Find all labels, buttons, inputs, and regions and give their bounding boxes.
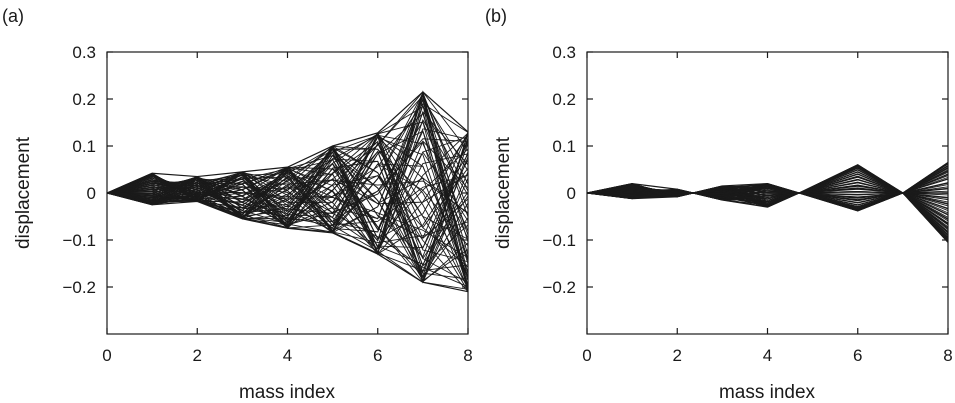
panel-a-curves: [106, 90, 469, 293]
panel-a-series-line: [106, 186, 469, 290]
panel-a-series-line: [106, 184, 469, 288]
panel-a-x-tick-label: 4: [283, 346, 292, 365]
panel-b-series-line: [586, 187, 949, 231]
panel-a-y-tick-label: 0.3: [72, 43, 96, 62]
panel-b-envelope-lower-line: [586, 192, 949, 243]
panel-b-y-tick-label: 0.2: [552, 90, 576, 109]
panel-a-envelope-lower-line: [106, 192, 469, 293]
panel-a: (a) 0 2 4 6 8 0.3 0.2 0.1 0 −0.1 −0.2 mass index d…: [2, 6, 473, 403]
panel-b-x-tick-label: 0: [582, 346, 591, 365]
panel-a-series-line: [106, 134, 469, 239]
panel-b-ticks: 0 2 4 6 8 0.3 0.2 0.1 0 −0.1 −0.2: [542, 43, 952, 365]
panel-b-y-tick-label: 0.3: [552, 43, 576, 62]
panel-a-y-tick-label: −0.1: [62, 231, 96, 250]
panel-b-series-line: [586, 188, 949, 243]
panel-a-series-line: [106, 91, 469, 217]
panel-b-y-tick-label: −0.1: [542, 231, 576, 250]
panel-a-series-line: [106, 138, 469, 226]
panel-a-y-tick-label: 0.1: [72, 137, 96, 156]
panel-b-series-line: [586, 169, 949, 206]
panel-a-x-tick-label: 0: [102, 346, 111, 365]
panel-a-y-tick-label: 0: [87, 184, 96, 203]
panel-b-curves: [586, 161, 949, 243]
panel-b-x-tick-label: 2: [673, 346, 682, 365]
panel-a-x-tick-label: 8: [463, 346, 472, 365]
panel-a-x-tick-label: 2: [193, 346, 202, 365]
panel-a-envelope-upper-line: [106, 91, 469, 194]
panel-a-label: (a): [2, 6, 24, 26]
panel-a-series-line: [106, 132, 469, 274]
panel-b-series-line: [586, 167, 949, 199]
panel-a-ticks: 0 2 4 6 8 0.3 0.2 0.1 0 −0.1 −0.2: [62, 43, 472, 365]
panel-a-series-line: [106, 106, 469, 214]
panel-b: (b) 0 2 4 6 8 0.3 0.2 0.1 0 −0.1 −0.2 mass index d…: [485, 6, 953, 403]
panel-b-x-axis-label: mass index: [719, 382, 816, 403]
panel-a-series-line: [106, 145, 469, 277]
panel-b-series-line: [586, 162, 949, 202]
panel-a-x-axis-label: mass index: [239, 382, 336, 403]
panel-b-series-line: [586, 165, 949, 234]
panel-b-envelope-upper-line: [586, 161, 949, 194]
panel-a-series-line: [106, 103, 469, 220]
panel-b-x-tick-label: 8: [943, 346, 952, 365]
panel-a-x-tick-label: 6: [373, 346, 382, 365]
panel-b-y-tick-label: 0: [567, 184, 576, 203]
panel-b-series-line: [586, 185, 949, 207]
panel-a-y-axis-label: displacement: [13, 136, 34, 249]
panel-a-series-line: [106, 182, 469, 259]
panel-b-y-axis-label: displacement: [493, 136, 514, 249]
panel-a-y-tick-label: 0.2: [72, 90, 96, 109]
panel-a-series-line: [106, 179, 469, 214]
panel-b-x-tick-label: 6: [853, 346, 862, 365]
panel-b-y-tick-label: 0.1: [552, 137, 576, 156]
panel-a-y-tick-label: −0.2: [62, 278, 96, 297]
panel-b-y-tick-label: −0.2: [542, 278, 576, 297]
panel-a-series-line: [106, 131, 469, 239]
panel-b-label: (b): [485, 6, 507, 26]
panel-b-x-tick-label: 4: [763, 346, 772, 365]
panel-a-series-line: [106, 188, 469, 272]
